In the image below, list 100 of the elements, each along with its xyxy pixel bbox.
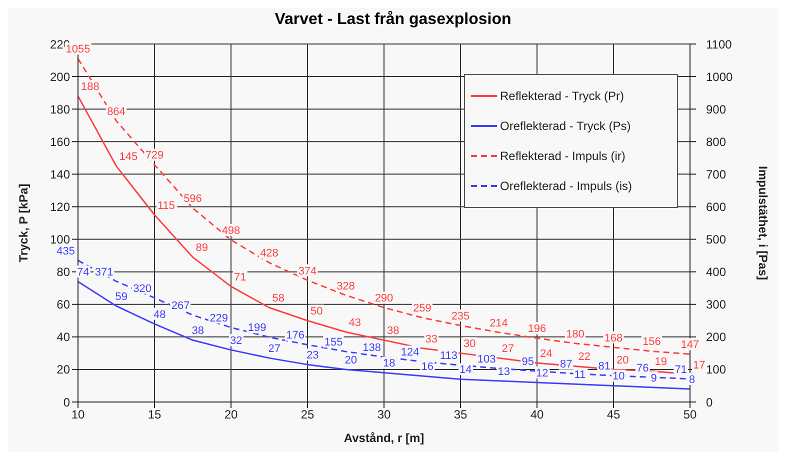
y-tick-label: 100 [50, 232, 70, 247]
data-label: 24 [540, 348, 552, 360]
data-label: 176 [286, 330, 304, 342]
data-label: 38 [387, 325, 400, 338]
data-label: 14 [460, 364, 472, 376]
y2-tick-label: 500 [706, 232, 726, 247]
data-label: 180 [566, 328, 584, 340]
data-label: 50 [310, 306, 323, 318]
data-label: 596 [184, 193, 202, 206]
data-label: 18 [383, 358, 396, 370]
data-label: 23 [306, 350, 319, 362]
data-label: 145 [119, 151, 138, 164]
data-label: 22 [578, 351, 590, 364]
data-label: 13 [498, 366, 510, 378]
data-label: 374 [298, 265, 317, 278]
y2-tick-label: 200 [706, 330, 726, 344]
x-tick-label: 15 [148, 408, 162, 422]
y-tick-label: 140 [50, 167, 70, 182]
data-label: 864 [107, 106, 126, 118]
x-tick-label: 35 [454, 408, 468, 422]
data-label: 196 [528, 323, 546, 336]
data-label: 168 [604, 332, 623, 344]
data-label: 71 [234, 271, 246, 284]
y-tick-label: 40 [56, 330, 70, 344]
data-label: 103 [477, 353, 496, 366]
x-tick-label: 45 [606, 408, 620, 422]
data-label: 498 [222, 224, 240, 237]
y-tick-label: 80 [56, 265, 70, 280]
y-tick-label: 200 [50, 70, 70, 84]
data-label: 32 [230, 334, 242, 347]
chart-title: Varvet - Last från gasexplosion [274, 10, 512, 30]
data-label: 229 [210, 312, 228, 324]
data-label: 124 [400, 346, 420, 359]
data-label: 30 [464, 338, 476, 350]
data-label: 48 [154, 308, 166, 321]
data-label: 199 [248, 322, 266, 334]
x-tick-label: 20 [224, 408, 238, 422]
data-label: 95 [522, 356, 534, 368]
y2-tick-label: 0 [706, 395, 713, 410]
y2-axis-title: Impulstäthet, i [Pas] [756, 166, 770, 280]
data-label: 235 [451, 310, 470, 323]
x-tick-label: 25 [300, 408, 314, 422]
data-label: 147 [680, 339, 700, 352]
data-label: 59 [115, 290, 128, 303]
data-label: 11 [574, 369, 586, 382]
y2-tick-label: 1000 [706, 70, 734, 84]
y-tick-label: 60 [56, 298, 70, 312]
data-label: 27 [502, 343, 514, 356]
data-label: 17 [693, 359, 706, 372]
data-label: 33 [425, 333, 438, 346]
data-label: 10 [612, 370, 625, 383]
y-tick-label: 20 [56, 362, 70, 377]
data-label: 89 [196, 242, 208, 254]
x-tick-label: 40 [530, 408, 544, 422]
data-label: 435 [56, 245, 75, 258]
data-label: 156 [642, 336, 661, 348]
data-label: 27 [268, 343, 280, 356]
data-label: 259 [413, 302, 432, 315]
data-label: 38 [192, 325, 204, 338]
data-label: 12 [536, 367, 548, 380]
data-label: 71 [674, 364, 687, 376]
data-label: 138 [362, 342, 381, 354]
data-label: 371 [94, 266, 114, 278]
y2-tick-label: 800 [706, 134, 726, 149]
data-label: 267 [171, 300, 190, 312]
data-label: 81 [598, 360, 610, 373]
x-tick-label: 30 [377, 408, 391, 422]
data-label: 113 [440, 350, 458, 362]
y2-tick-label: 300 [706, 298, 726, 312]
legend-label: Oreflekterad - Impuls (is) [500, 178, 632, 195]
data-label: 20 [344, 354, 357, 366]
legend-label: Reflekterad - Impuls (ir) [500, 148, 626, 165]
y2-tick-label: 400 [706, 265, 726, 280]
x-axis-title: Avstånd, r [m] [344, 431, 424, 445]
legend-label: Reflekterad - Tryck (Pr) [500, 88, 624, 105]
data-label: 76 [636, 362, 649, 374]
y2-tick-label: 900 [706, 102, 726, 116]
data-label: 43 [348, 317, 361, 330]
y2-tick-label: 600 [706, 200, 726, 214]
data-label: 290 [374, 292, 394, 305]
y-tick-label: 180 [50, 102, 70, 116]
y-tick-label: 160 [50, 134, 70, 149]
y2-tick-label: 100 [706, 362, 726, 377]
data-label: 87 [560, 358, 572, 371]
y2-tick-label: 1100 [706, 37, 732, 52]
data-label: 20 [616, 354, 629, 366]
data-label: 16 [421, 360, 434, 373]
x-tick-label: 50 [683, 408, 697, 422]
data-label: 188 [81, 81, 100, 94]
y-tick-label: 120 [50, 200, 70, 214]
data-label: 214 [490, 317, 508, 330]
data-label: 320 [133, 282, 152, 295]
data-label: 58 [272, 292, 284, 305]
y2-tick-label: 700 [706, 167, 726, 182]
data-label: 115 [158, 200, 176, 212]
data-label: 74 [77, 266, 90, 279]
data-label: 155 [324, 336, 343, 349]
data-label: 328 [336, 280, 355, 292]
y-tick-label: 0 [63, 395, 70, 410]
legend-label: Oreflekterad - Tryck (Ps) [500, 118, 631, 135]
